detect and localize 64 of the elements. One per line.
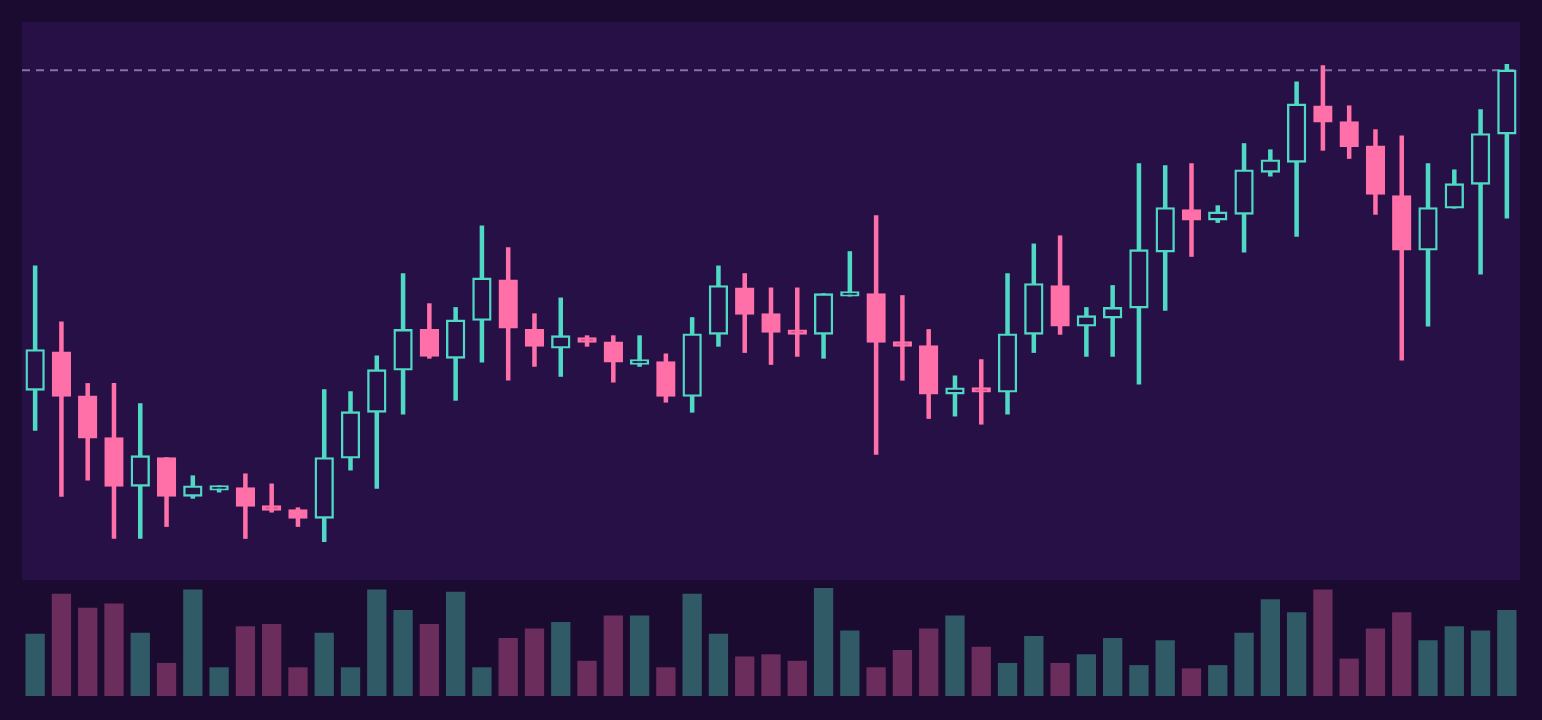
bar: [340, 667, 361, 696]
bar: [682, 593, 702, 696]
bar: [919, 628, 939, 696]
bar: [1155, 640, 1175, 696]
bar: [51, 593, 72, 696]
bar: [1497, 610, 1517, 696]
bar: [1365, 628, 1386, 696]
candlestick: [1181, 163, 1202, 257]
bar: [419, 624, 440, 696]
bar: [1102, 638, 1123, 696]
bar: [1470, 630, 1491, 696]
bar: [603, 615, 623, 696]
bar: [866, 667, 886, 696]
bar: [1339, 658, 1359, 696]
bar: [1313, 589, 1333, 696]
bar: [708, 633, 729, 696]
bar: [1444, 626, 1464, 696]
bar: [787, 660, 807, 696]
candlestick: [1102, 285, 1123, 357]
bar: [761, 654, 781, 696]
bar: [629, 615, 650, 696]
bar: [1208, 665, 1228, 696]
candlestick: [629, 335, 650, 367]
bar: [1050, 662, 1070, 696]
bar: [235, 626, 256, 696]
bar: [1418, 640, 1438, 696]
bar: [997, 662, 1018, 696]
bar: [156, 662, 177, 696]
bar: [262, 624, 282, 696]
bar: [288, 667, 308, 696]
bar: [1181, 668, 1202, 696]
bar: [945, 615, 965, 696]
bar: [735, 656, 755, 696]
bar: [656, 667, 676, 696]
bar: [1129, 665, 1149, 696]
bar: [1286, 612, 1307, 696]
candlestick: [787, 287, 807, 357]
bar: [25, 633, 45, 696]
bar: [498, 638, 518, 696]
bar: [840, 630, 860, 696]
bar: [1076, 654, 1097, 696]
bar: [445, 591, 466, 696]
bar: [209, 667, 229, 696]
bar: [892, 649, 913, 696]
candlestick: [551, 297, 571, 377]
bar: [367, 589, 387, 696]
bar: [472, 667, 492, 696]
candlestick: [971, 359, 991, 425]
bar: [183, 589, 203, 696]
bar: [393, 610, 413, 696]
bar: [813, 588, 834, 696]
bar: [1234, 632, 1254, 696]
bar: [104, 603, 124, 696]
bar: [1260, 599, 1280, 696]
bar: [78, 607, 98, 696]
bar: [577, 660, 597, 696]
candlestick: [892, 295, 913, 381]
bar: [1392, 612, 1412, 696]
bar: [1024, 635, 1044, 696]
bar: [524, 628, 545, 696]
bar: [971, 646, 991, 696]
bar: [314, 632, 334, 696]
bar: [551, 621, 571, 696]
bar: [130, 632, 150, 696]
